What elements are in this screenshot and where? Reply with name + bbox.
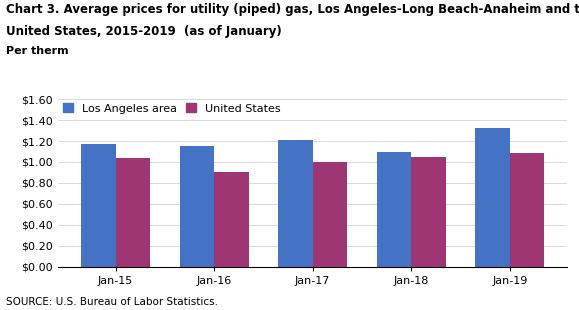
Bar <box>411 157 446 267</box>
Bar <box>313 162 347 267</box>
Bar <box>179 146 214 267</box>
Bar <box>81 144 116 267</box>
Text: SOURCE: U.S. Bureau of Labor Statistics.: SOURCE: U.S. Bureau of Labor Statistics. <box>6 297 218 307</box>
Text: United States, 2015-2019  (as of January): United States, 2015-2019 (as of January) <box>6 25 281 38</box>
Bar <box>278 140 313 267</box>
Text: Per therm: Per therm <box>6 46 68 56</box>
Bar <box>510 153 544 267</box>
Bar <box>214 172 248 267</box>
Bar <box>475 128 510 267</box>
Bar <box>116 158 150 267</box>
Legend: Los Angeles area, United States: Los Angeles area, United States <box>64 103 281 113</box>
Bar <box>377 152 411 267</box>
Text: Chart 3. Average prices for utility (piped) gas, Los Angeles-Long Beach-Anaheim : Chart 3. Average prices for utility (pip… <box>6 3 579 16</box>
